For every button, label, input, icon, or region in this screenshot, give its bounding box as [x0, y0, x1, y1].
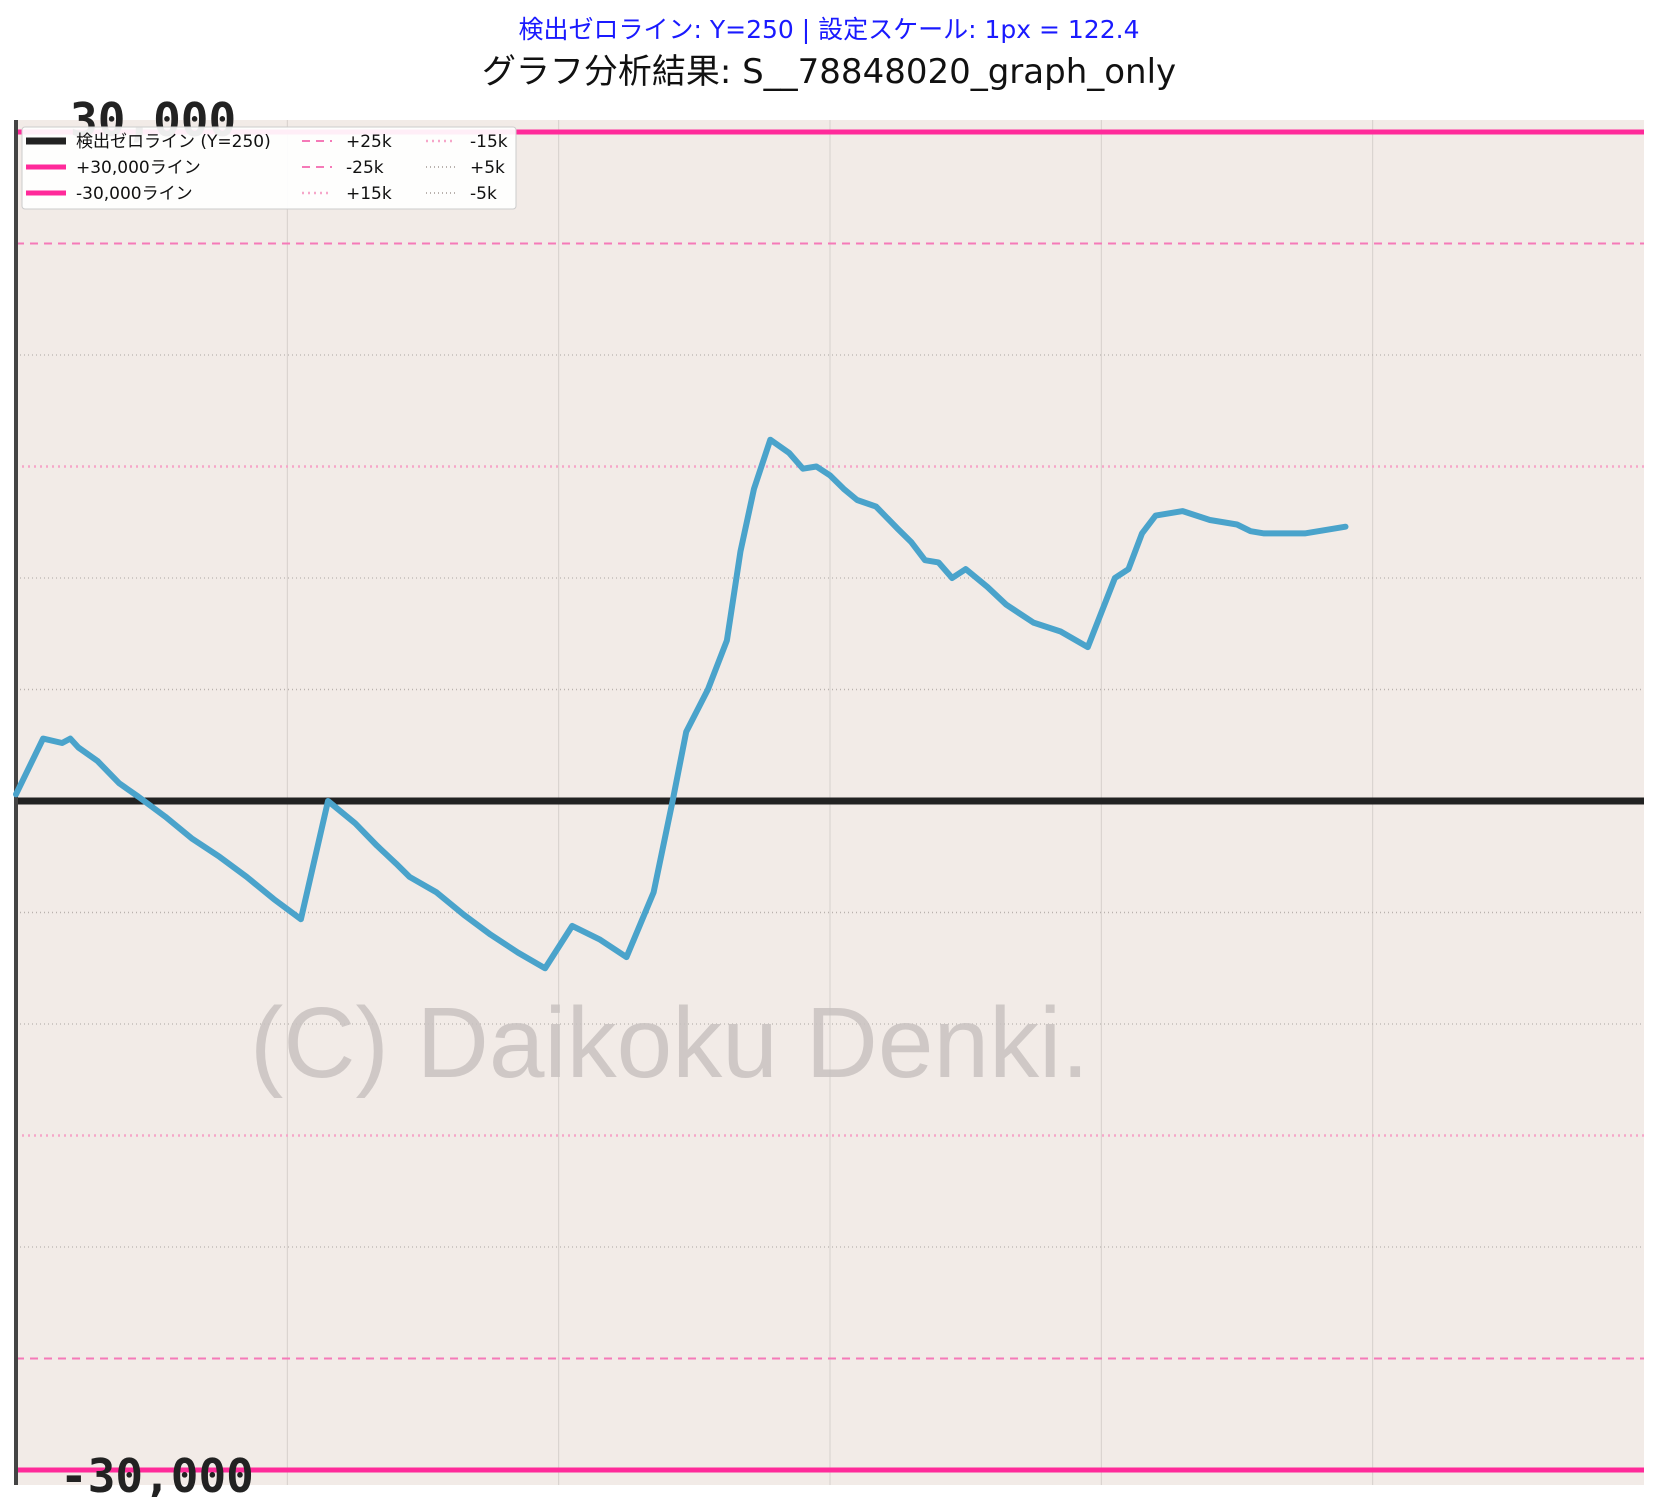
chart-title: グラフ分析結果: S__78848020_graph_only: [481, 52, 1177, 92]
legend-label: +30,000ライン: [76, 158, 201, 178]
legend: 検出ゼロライン (Y=250) +30,000ライン -30,000ライン +25k -…: [21, 126, 517, 210]
legend-label: +25k: [346, 132, 392, 152]
legend-label: -30,000ライン: [76, 184, 193, 204]
watermark: (C) Daikoku Denki.: [250, 987, 1089, 1099]
legend-label: -5k: [470, 184, 497, 204]
series-line: [13, 436, 1349, 972]
legend-label: -15k: [470, 132, 508, 152]
legend-label: +15k: [346, 184, 392, 204]
legend-label: +5k: [470, 158, 505, 178]
chart-subtitle: 検出ゼロライン: Y=250 | 設定スケール: 1px = 122.4: [518, 15, 1140, 44]
legend-label: 検出ゼロライン (Y=250): [76, 132, 271, 152]
legend-box: [21, 126, 517, 210]
legend-label: -25k: [346, 158, 384, 178]
bottom-cut-label: -30,000: [60, 1449, 254, 1497]
